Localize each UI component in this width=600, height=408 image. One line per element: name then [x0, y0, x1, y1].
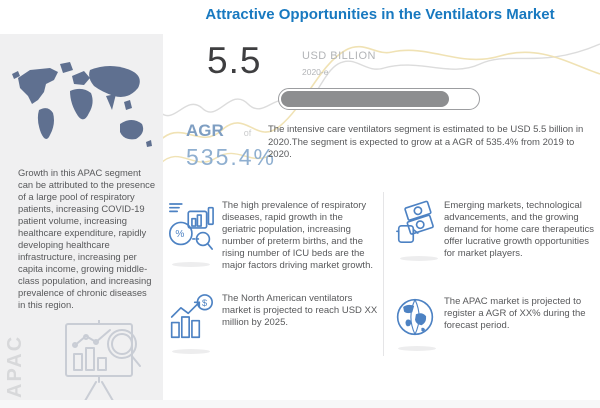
insight-text: The North American ventilators market is… — [222, 293, 378, 328]
icon-shadow — [400, 256, 438, 261]
world-map-icon — [12, 62, 152, 147]
segment-summary: The intensive care ventilators segment i… — [268, 124, 584, 160]
insight-north-america: $ The North American ventilators market … — [168, 293, 382, 354]
segment-value: 5.5 — [207, 40, 262, 81]
insight-text: Emerging markets, technological advancem… — [444, 200, 594, 259]
growth-metric-label: AGR — [186, 121, 224, 140]
page-title: Attractive Opportunities in the Ventilat… — [205, 6, 555, 23]
svg-text:$: $ — [202, 298, 207, 308]
icon-shadow — [172, 262, 210, 267]
insight-drivers: % The high prevalence of respiratory dis… — [168, 200, 380, 272]
insight-opportunities: Emerging markets, technological advancem… — [396, 200, 596, 261]
growth-metric-connector: of — [243, 128, 252, 138]
bottom-strip — [0, 400, 600, 408]
growth-metric: AGR of 535.4% — [186, 121, 276, 171]
insight-apac: The APAC market is projected to register… — [394, 296, 596, 351]
icon-shadow — [398, 346, 436, 351]
growth-metric-value: 535.4% — [186, 144, 277, 170]
usd-progress-fill — [281, 91, 449, 107]
analytics-percent-magnifier-icon: % — [169, 203, 214, 250]
usd-progress-bar — [278, 88, 480, 110]
region-description: Growth in this APAC segment can be attri… — [18, 167, 156, 310]
globe-icon — [396, 298, 434, 336]
insight-text: The high prevalence of respiratory disea… — [222, 200, 373, 271]
insight-text: The APAC market is projected to register… — [444, 296, 586, 331]
presentation-chart-magnifier-icon — [65, 319, 141, 400]
column-divider — [383, 192, 384, 356]
svg-text:%: % — [175, 229, 184, 240]
segment-unit-block: USD BILLION 2020-e — [302, 50, 376, 77]
region-sidebar: Growth in this APAC segment can be attri… — [0, 34, 163, 400]
cash-in-hand-icon — [396, 200, 434, 243]
icon-shadow — [172, 349, 210, 354]
region-label: APAC — [4, 334, 26, 398]
growth-bar-chart-dollar-icon: $ — [170, 294, 213, 339]
segment-unit: USD BILLION — [302, 50, 376, 62]
segment-year: 2020-e — [302, 67, 329, 77]
